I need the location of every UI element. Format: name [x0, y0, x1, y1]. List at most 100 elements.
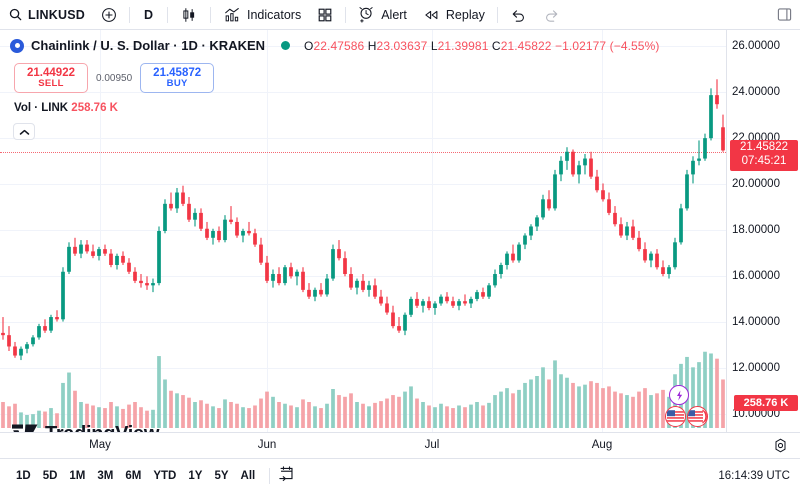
redo-button[interactable] [536, 3, 567, 27]
gridline-20 [0, 184, 726, 185]
ohlc-l-value: 21.39981 [437, 38, 489, 53]
plus-circle-icon [101, 7, 117, 23]
ohlc-o-key: O [304, 38, 314, 53]
ohlc-c-value: 21.45822 [500, 38, 552, 53]
last-price-value: 21.45822 [740, 141, 788, 153]
gridline-26 [0, 46, 726, 47]
buy-price: 21.45872 [153, 66, 202, 79]
redo-arrow-icon [543, 7, 560, 22]
economic-event-badge-us-2[interactable] [687, 406, 708, 427]
sell-price: 21.44922 [27, 66, 75, 79]
sell-label: SELL [38, 78, 64, 90]
volume-legend-value: 258.76 K [71, 102, 118, 114]
buy-label: BUY [166, 78, 188, 90]
price-tick-7: 12.00000 [732, 362, 780, 374]
buy-sell-widget: 21.44922 SELL 0.00950 21.45872 BUY [14, 63, 215, 93]
tradingview-watermark-text: TradingView [45, 423, 159, 432]
last-price-line [0, 152, 726, 153]
toolbar-divider-1 [128, 6, 130, 23]
price-tick-6: 14.00000 [732, 316, 780, 328]
range-button-ytd[interactable]: YTD [153, 469, 177, 482]
clock-label[interactable]: 16:14:39 UTC [718, 469, 790, 482]
range-button-5y[interactable]: 5Y [214, 469, 229, 482]
price-tick-3: 20.00000 [732, 178, 780, 190]
legend-title[interactable]: Chainlink / U. S. Dollar · 1D · KRAKEN [31, 38, 266, 53]
rewind-icon [423, 8, 440, 22]
goto-date-calendar-icon [278, 465, 295, 486]
us-flag-coin-icon [666, 407, 685, 426]
volume-legend[interactable]: Vol · LINK 258.76 K [14, 102, 118, 114]
buy-button[interactable]: 21.45872 BUY [140, 63, 215, 93]
right-panel-toggle-button[interactable] [770, 3, 799, 27]
last-price-badge[interactable]: 21.45822 07:45:21 [730, 140, 798, 171]
tradingview-watermark: TradingView [12, 422, 159, 432]
us-flag-coins-icon [688, 408, 707, 425]
range-button-all[interactable]: All [240, 469, 256, 482]
sell-button[interactable]: 21.44922 SELL [14, 63, 88, 93]
alarm-clock-plus-icon [358, 6, 375, 23]
symbol-label: LINKUSD [28, 7, 85, 22]
chart-legend: Chainlink / U. S. Dollar · 1D · KRAKEN O… [10, 38, 659, 53]
range-button-1d[interactable]: 1D [16, 469, 31, 482]
goto-date-button[interactable] [278, 465, 295, 487]
toolbar-divider-4 [345, 6, 347, 23]
gridline-22 [0, 138, 726, 139]
axis-settings-gear-icon [773, 438, 788, 457]
volume-value-badge[interactable]: 258.76 K [734, 395, 798, 411]
vgridline-jul [432, 30, 433, 432]
price-tick-8: 10.00000 [732, 408, 780, 420]
gridline-24 [0, 92, 726, 93]
range-button-1y[interactable]: 1Y [188, 469, 203, 482]
right-panel-toggle-icon [777, 7, 792, 22]
layout-button[interactable] [310, 3, 340, 27]
gridline-14 [0, 322, 726, 323]
earnings-flash-badge[interactable] [669, 385, 689, 405]
gridline-18 [0, 230, 726, 231]
ohlc-values: O22.47586 H23.03637 L21.39981 C21.45822 … [304, 39, 659, 53]
ohlc-c-key: C [491, 38, 501, 53]
alert-button[interactable]: Alert [351, 3, 414, 27]
price-tick-1: 24.00000 [732, 86, 780, 98]
undo-arrow-icon [510, 7, 527, 22]
volume-legend-label: Vol · LINK [14, 102, 69, 114]
symbol-search-button[interactable]: LINKUSD [1, 3, 92, 27]
vgridline-jun [267, 30, 268, 432]
ohlc-change: −1.02177 (−4.55%) [555, 38, 660, 53]
time-axis[interactable]: May Jun Jul Aug [0, 432, 800, 458]
range-button-1m[interactable]: 1M [69, 469, 86, 482]
chainlink-logo-icon [10, 38, 24, 53]
undo-button[interactable] [503, 3, 534, 27]
last-price-time: 07:45:21 [741, 154, 787, 167]
search-icon [9, 8, 22, 21]
range-button-5d[interactable]: 5D [42, 469, 58, 482]
economic-event-badge-us-1[interactable] [665, 406, 686, 427]
time-tick-aug: Aug [591, 439, 613, 451]
indicators-button[interactable]: Indicators [216, 3, 308, 27]
chevron-up-icon [19, 123, 30, 141]
ohlc-o-value: 22.47586 [313, 38, 365, 53]
toolbar-divider-2 [167, 6, 168, 23]
add-symbol-button[interactable] [94, 3, 124, 27]
range-button-6m[interactable]: 6M [125, 469, 142, 482]
time-tick-may: May [89, 439, 111, 451]
chart-pane[interactable]: TradingView [0, 30, 726, 432]
gridline-12 [0, 368, 726, 369]
ohlc-l-key: L [430, 38, 438, 53]
chart-type-button[interactable] [173, 3, 205, 27]
candlestick-series [1, 79, 725, 428]
time-tick-jul: Jul [424, 439, 440, 451]
price-axis[interactable]: 26.00000 24.00000 22.00000 20.00000 18.0… [726, 30, 800, 432]
indicators-label: Indicators [247, 7, 302, 22]
axis-settings-button[interactable] [773, 438, 788, 458]
vgridline-may [100, 30, 101, 432]
vgridline-aug [602, 30, 603, 432]
collapse-legend-button[interactable] [13, 123, 35, 140]
price-tick-5: 16.00000 [732, 270, 780, 282]
range-button-3m[interactable]: 3M [97, 469, 114, 482]
interval-button[interactable]: D [143, 7, 153, 22]
replay-button[interactable]: Replay [416, 3, 492, 27]
lightning-sparkle-icon [676, 390, 682, 400]
toolbar-divider-3 [210, 6, 211, 23]
price-tick-0: 26.00000 [732, 40, 780, 52]
